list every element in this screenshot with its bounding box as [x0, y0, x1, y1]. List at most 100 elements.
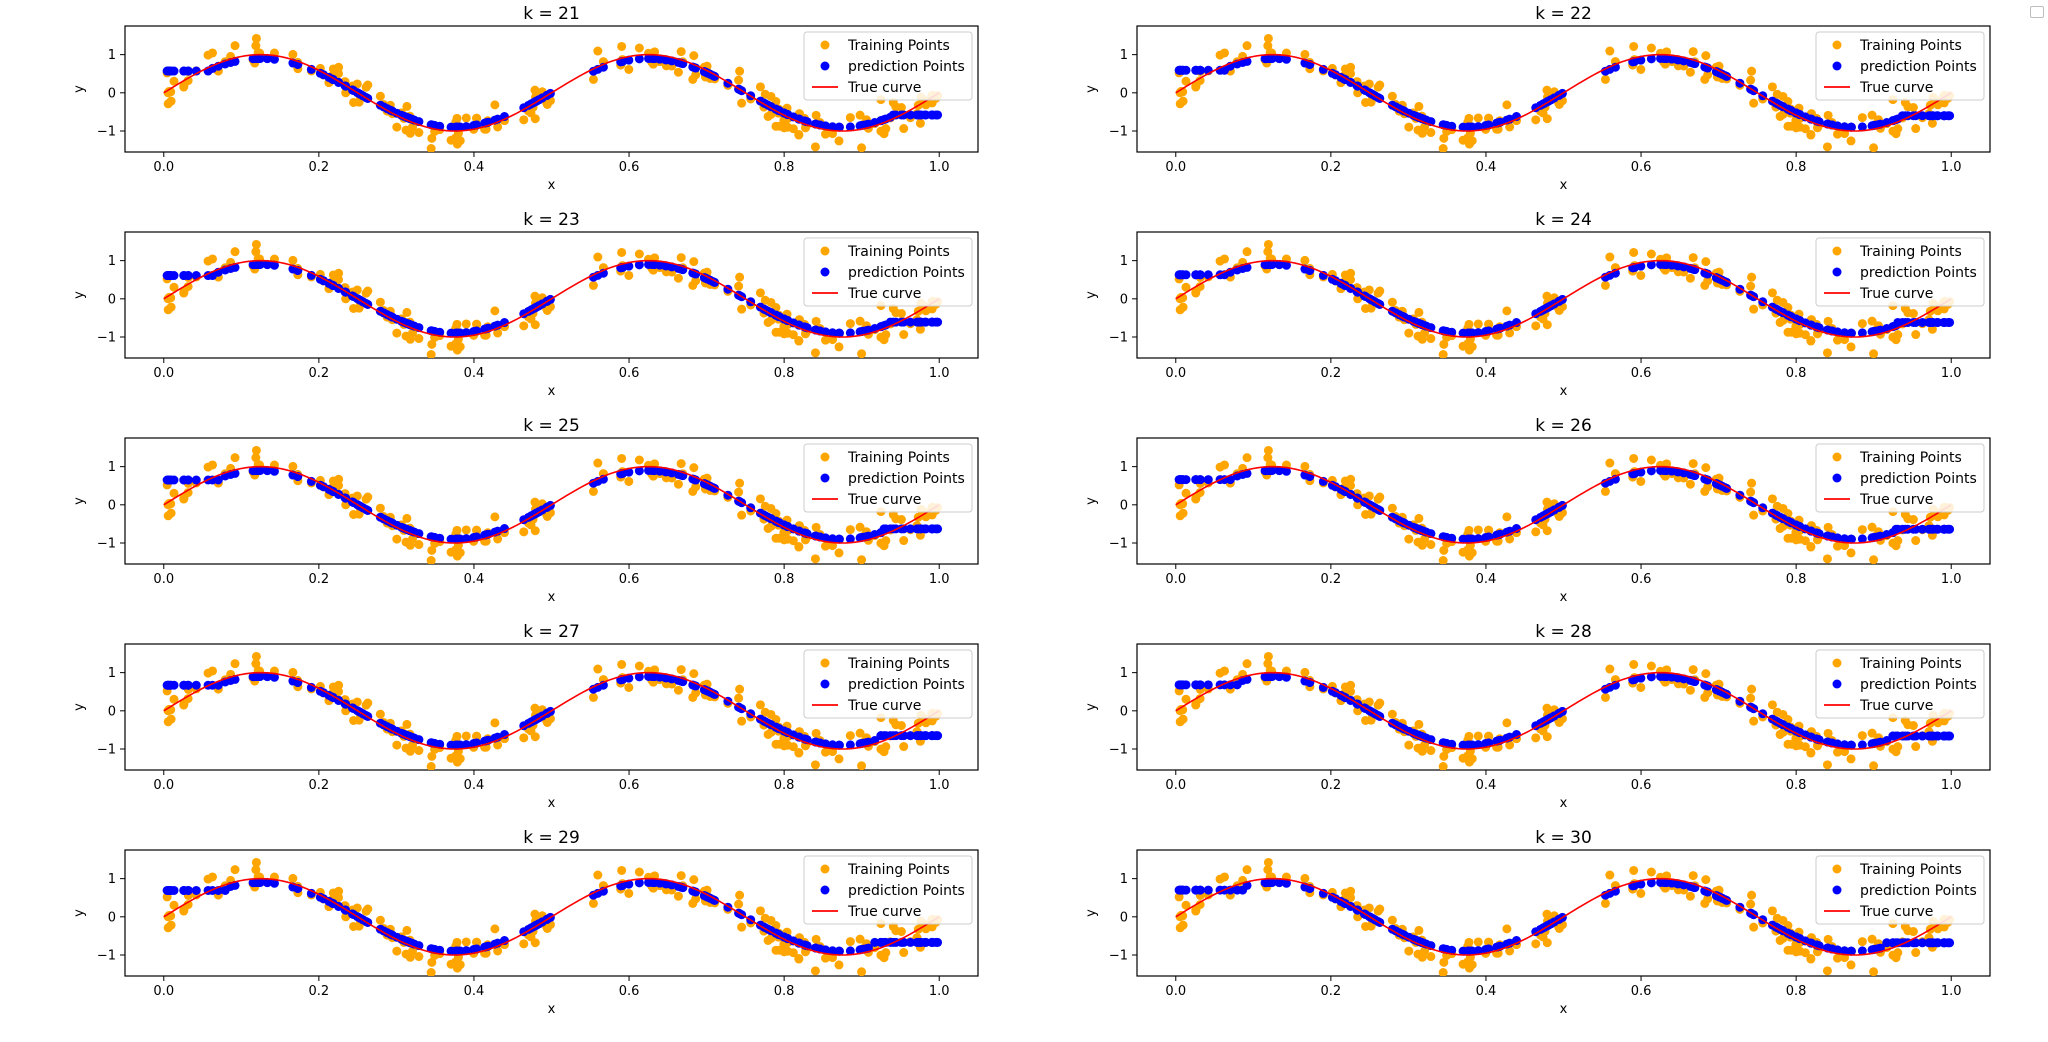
training-point — [811, 728, 821, 738]
training-point — [624, 888, 634, 898]
subplot-6: 0.0 0.2 0.4 0.6 0.8 1.0 −1 0 1 k = 26 x y Training P… — [1084, 416, 1991, 605]
y-tick-label: 0 — [1120, 910, 1128, 925]
training-point — [845, 731, 855, 741]
training-point — [472, 526, 482, 536]
training-point — [1783, 533, 1793, 543]
x-tick-label: 1.0 — [1941, 778, 1962, 793]
training-point — [1857, 319, 1867, 329]
training-point — [1458, 341, 1468, 351]
x-axis-label: x — [548, 796, 556, 811]
x-tick-label: 0.2 — [1321, 366, 1342, 381]
prediction-point — [828, 122, 838, 132]
legend-training-marker — [1832, 246, 1842, 256]
y-axis-label: y — [72, 497, 87, 505]
training-point — [446, 547, 456, 557]
training-point — [1426, 334, 1436, 344]
training-point — [771, 327, 781, 337]
training-point — [1220, 254, 1230, 264]
training-point — [1800, 330, 1810, 340]
training-point — [446, 135, 456, 145]
x-axis-label: x — [548, 178, 556, 193]
training-point — [493, 946, 503, 956]
training-point — [737, 98, 747, 108]
training-point — [834, 960, 844, 970]
training-point — [166, 508, 176, 518]
training-point — [1833, 747, 1843, 757]
training-point — [1833, 129, 1843, 139]
training-point — [673, 67, 683, 77]
training-point — [1387, 503, 1397, 513]
legend: Training Points prediction Points True cur… — [1815, 31, 1985, 101]
training-point — [401, 949, 411, 959]
training-point — [755, 906, 765, 916]
training-point — [1220, 666, 1230, 676]
training-point — [855, 934, 865, 944]
training-point — [1600, 280, 1610, 290]
prediction-point — [1473, 122, 1483, 132]
prediction-point — [624, 879, 634, 889]
training-point — [1747, 66, 1757, 76]
prediction-point — [461, 740, 471, 750]
training-point — [1387, 297, 1397, 307]
training-point — [1888, 744, 1898, 754]
prediction-point — [905, 524, 915, 534]
prediction-point — [1846, 740, 1856, 750]
x-axis-label: x — [548, 384, 556, 399]
training-point — [1908, 927, 1918, 937]
prediction-point — [1267, 465, 1277, 475]
x-tick-label: 0.2 — [1321, 984, 1342, 999]
training-point — [1822, 348, 1832, 358]
training-point — [375, 709, 385, 719]
y-tick-label: 0 — [108, 910, 116, 925]
prediction-point — [933, 317, 943, 327]
training-point — [676, 253, 686, 263]
subplot-title: k = 29 — [523, 828, 580, 848]
training-point — [1242, 659, 1252, 669]
training-point — [402, 101, 412, 111]
x-tick-label: 1.0 — [1941, 984, 1962, 999]
training-point — [1458, 753, 1468, 763]
training-point — [375, 915, 385, 925]
training-point — [401, 537, 411, 547]
training-point — [857, 761, 867, 770]
legend-box — [1815, 237, 1985, 307]
training-point — [1300, 873, 1310, 883]
x-tick-label: 0.0 — [1165, 366, 1186, 381]
training-point — [1220, 872, 1230, 882]
window-corner-checkbox[interactable] — [2030, 6, 2044, 18]
training-point — [1806, 954, 1816, 964]
prediction-point — [1281, 54, 1291, 64]
prediction-point — [845, 122, 855, 132]
x-tick-label: 0.6 — [619, 778, 640, 793]
x-tick-label: 1.0 — [929, 984, 950, 999]
true-curve-line — [1175, 53, 1952, 132]
training-point — [896, 103, 906, 113]
training-point — [1505, 946, 1515, 956]
legend-prediction-marker — [1832, 679, 1842, 689]
training-point — [735, 66, 745, 76]
training-point — [1404, 740, 1414, 750]
training-point — [1505, 740, 1515, 750]
training-point — [1364, 285, 1374, 295]
y-axis-label: y — [72, 703, 87, 711]
x-tick-label: 0.4 — [464, 984, 485, 999]
training-point — [1701, 463, 1711, 473]
y-tick-label: 0 — [108, 86, 116, 101]
prediction-point — [828, 534, 838, 544]
prediction-point — [834, 534, 844, 544]
training-point — [788, 742, 798, 752]
training-point — [788, 330, 798, 340]
x-axis-label: x — [1560, 590, 1568, 605]
prediction-point — [169, 475, 179, 485]
training-point — [427, 133, 437, 143]
prediction-point — [1945, 524, 1955, 534]
training-point — [490, 512, 500, 522]
training-point — [676, 459, 686, 469]
y-tick-label: 1 — [108, 460, 116, 475]
training-point — [1263, 239, 1273, 249]
prediction-point — [169, 885, 179, 895]
training-point — [689, 51, 699, 61]
prediction-point — [169, 680, 179, 690]
y-axis-label: y — [72, 291, 87, 299]
training-point — [1414, 719, 1424, 729]
